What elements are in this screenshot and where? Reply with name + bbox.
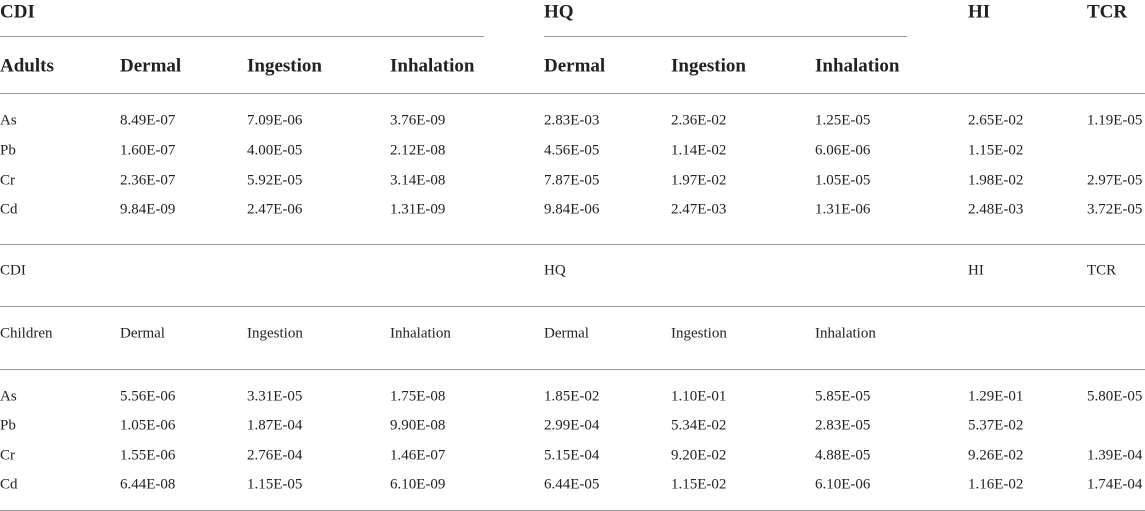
cell: 1.05E-05 bbox=[815, 172, 871, 189]
cell: 2.99E-04 bbox=[544, 417, 600, 434]
cell: 2.36E-02 bbox=[671, 112, 727, 129]
rule bbox=[0, 306, 1145, 307]
cell: 1.10E-01 bbox=[671, 388, 727, 405]
cell: 2.83E-05 bbox=[815, 417, 871, 434]
group-header: HI bbox=[968, 262, 984, 279]
cell: 5.85E-05 bbox=[815, 388, 871, 405]
cell: 4.88E-05 bbox=[815, 447, 871, 464]
group-header: HI bbox=[968, 1, 991, 23]
cell: 1.39E-04 bbox=[1087, 447, 1143, 464]
cell: 7.09E-06 bbox=[247, 112, 303, 129]
column-header: Children bbox=[0, 325, 53, 342]
cell: 2.65E-02 bbox=[968, 112, 1024, 129]
cell: 1.15E-02 bbox=[671, 476, 727, 493]
group-header: TCR bbox=[1087, 262, 1117, 279]
cell: 1.75E-08 bbox=[390, 388, 446, 405]
cell: 3.14E-08 bbox=[390, 172, 446, 189]
cell: 3.76E-09 bbox=[390, 112, 446, 129]
cell: 1.15E-02 bbox=[968, 142, 1024, 159]
row-label: Pb bbox=[0, 417, 16, 434]
column-header: Ingestion bbox=[247, 55, 322, 77]
column-header: Dermal bbox=[544, 55, 606, 77]
cell: 2.83E-03 bbox=[544, 112, 600, 129]
cell: 4.56E-05 bbox=[544, 142, 600, 159]
cell: 2.36E-07 bbox=[120, 172, 176, 189]
cell: 5.92E-05 bbox=[247, 172, 303, 189]
cell: 5.34E-02 bbox=[671, 417, 727, 434]
cell: 5.80E-05 bbox=[1087, 388, 1143, 405]
cell: 4.00E-05 bbox=[247, 142, 303, 159]
cell: 2.48E-03 bbox=[968, 201, 1024, 218]
rule bbox=[0, 369, 1145, 370]
cell: 5.56E-06 bbox=[120, 388, 176, 405]
cell: 6.06E-06 bbox=[815, 142, 871, 159]
cell: 1.19E-05 bbox=[1087, 112, 1143, 129]
rule bbox=[0, 36, 484, 37]
cell: 1.74E-04 bbox=[1087, 476, 1143, 493]
row-label: Cd bbox=[0, 201, 18, 218]
column-header: Inhalation bbox=[390, 325, 451, 342]
group-header: CDI bbox=[0, 262, 26, 279]
cell: 5.15E-04 bbox=[544, 447, 600, 464]
column-header: Inhalation bbox=[390, 55, 475, 77]
row-label: As bbox=[0, 112, 17, 129]
column-header: Dermal bbox=[120, 325, 165, 342]
cell: 1.55E-06 bbox=[120, 447, 176, 464]
cell: 8.49E-07 bbox=[120, 112, 176, 129]
cell: 6.10E-06 bbox=[815, 476, 871, 493]
cell: 1.14E-02 bbox=[671, 142, 727, 159]
cell: 3.31E-05 bbox=[247, 388, 303, 405]
row-label: Cd bbox=[0, 476, 18, 493]
cell: 7.87E-05 bbox=[544, 172, 600, 189]
cell: 1.31E-09 bbox=[390, 201, 446, 218]
column-header: Ingestion bbox=[671, 55, 746, 77]
cell: 2.12E-08 bbox=[390, 142, 446, 159]
cell: 1.98E-02 bbox=[968, 172, 1024, 189]
group-header: HQ bbox=[544, 1, 574, 23]
rule bbox=[0, 93, 1145, 94]
column-header: Adults bbox=[0, 55, 54, 77]
group-header: TCR bbox=[1087, 1, 1128, 23]
row-label: Pb bbox=[0, 142, 16, 159]
cell: 1.05E-06 bbox=[120, 417, 176, 434]
cell: 1.29E-01 bbox=[968, 388, 1024, 405]
cell: 1.16E-02 bbox=[968, 476, 1024, 493]
group-header: HQ bbox=[544, 262, 566, 279]
row-label: Cr bbox=[0, 447, 15, 464]
cell: 1.46E-07 bbox=[390, 447, 446, 464]
cell: 9.84E-06 bbox=[544, 201, 600, 218]
cell: 9.84E-09 bbox=[120, 201, 176, 218]
row-label: As bbox=[0, 388, 17, 405]
column-header: Inhalation bbox=[815, 325, 876, 342]
group-header: CDI bbox=[0, 1, 35, 23]
cell: 1.15E-05 bbox=[247, 476, 303, 493]
column-header: Ingestion bbox=[247, 325, 303, 342]
cell: 6.44E-08 bbox=[120, 476, 176, 493]
column-header: Ingestion bbox=[671, 325, 727, 342]
row-label: Cr bbox=[0, 172, 15, 189]
cell: 1.25E-05 bbox=[815, 112, 871, 129]
column-header: Dermal bbox=[544, 325, 589, 342]
cell: 6.44E-05 bbox=[544, 476, 600, 493]
cell: 2.76E-04 bbox=[247, 447, 303, 464]
cell: 2.97E-05 bbox=[1087, 172, 1143, 189]
cell: 1.85E-02 bbox=[544, 388, 600, 405]
cell: 1.60E-07 bbox=[120, 142, 176, 159]
cell: 1.31E-06 bbox=[815, 201, 871, 218]
cell: 9.90E-08 bbox=[390, 417, 446, 434]
cell: 9.20E-02 bbox=[671, 447, 727, 464]
column-header: Inhalation bbox=[815, 55, 900, 77]
cell: 6.10E-09 bbox=[390, 476, 446, 493]
rule bbox=[544, 36, 907, 37]
cell: 2.47E-06 bbox=[247, 201, 303, 218]
column-header: Dermal bbox=[120, 55, 182, 77]
cell: 1.97E-02 bbox=[671, 172, 727, 189]
cell: 2.47E-03 bbox=[671, 201, 727, 218]
cell: 9.26E-02 bbox=[968, 447, 1024, 464]
cell: 3.72E-05 bbox=[1087, 201, 1143, 218]
cell: 5.37E-02 bbox=[968, 417, 1024, 434]
cell: 1.87E-04 bbox=[247, 417, 303, 434]
rule bbox=[0, 244, 1145, 245]
